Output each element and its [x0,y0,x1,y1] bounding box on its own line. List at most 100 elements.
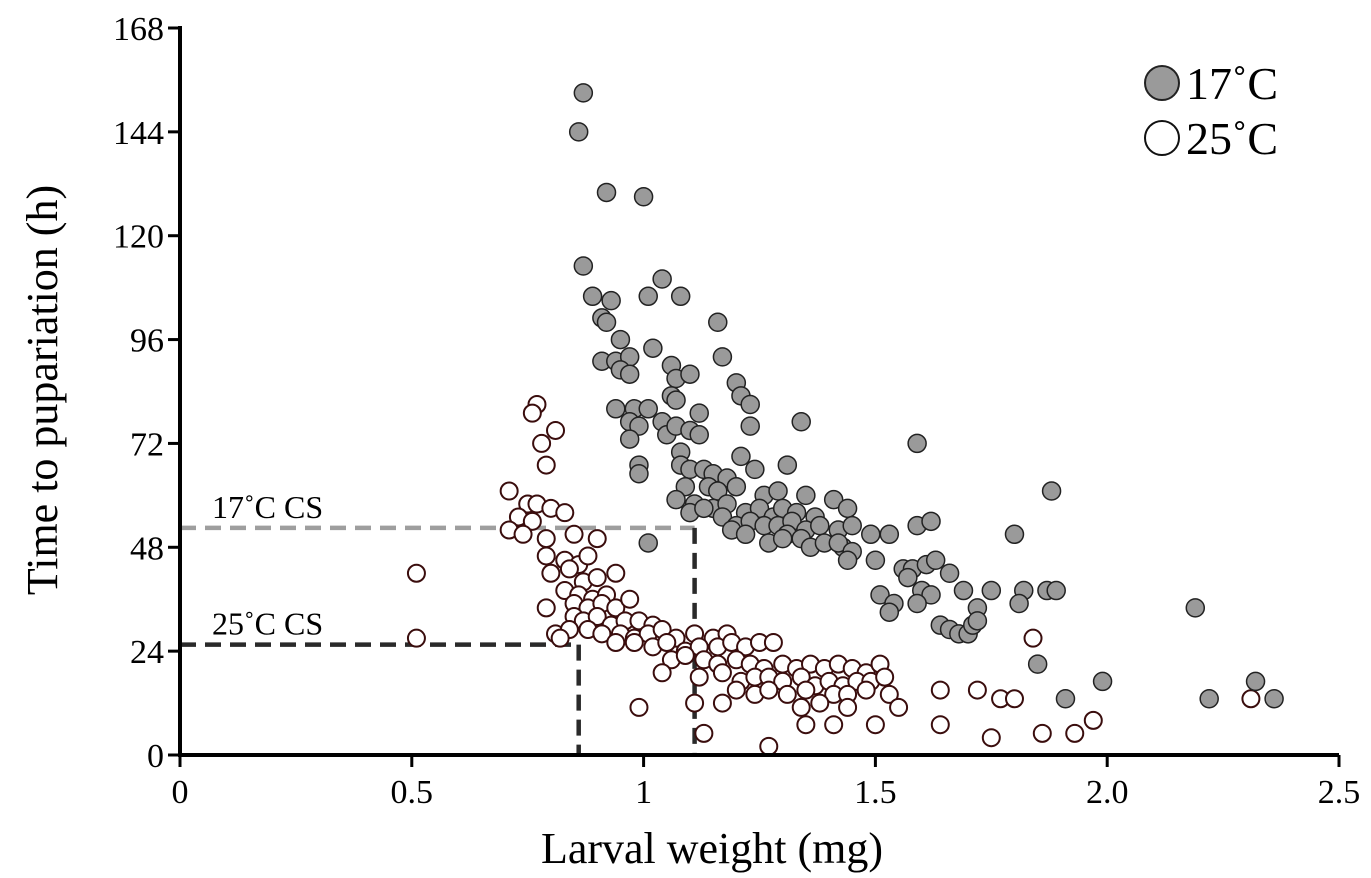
point-17c [689,403,709,423]
point-17c [735,524,756,545]
point-25c [981,728,1001,748]
point-25c [1065,723,1085,743]
point-17c [1245,671,1266,692]
point-17c [606,399,626,419]
point-17c [619,364,640,384]
point-17c [1027,654,1048,674]
point-25c [559,559,579,579]
point-17c [731,446,751,467]
point-17c [939,563,960,583]
point-25c [856,680,876,700]
point-17c [740,394,760,415]
point-25c [810,693,830,713]
point-17c [680,364,700,384]
y-tick-label: 48 [130,530,164,567]
series-17c-points [568,83,1284,709]
point-17c [666,390,686,410]
point-25c [624,632,644,652]
point-17c [573,83,594,103]
point-25c [406,563,426,583]
point-17c [1041,481,1062,501]
point-25c [763,632,783,652]
x-tick-label: 2.0 [1086,774,1129,811]
point-17c [638,399,658,419]
point-25c [689,667,709,687]
point-17c [1004,524,1025,545]
point-25c [606,563,626,583]
y-tick-label: 72 [130,426,164,463]
point-17c [1092,671,1113,692]
point-25c [865,715,885,735]
cs-label: 25˚C CS [212,606,323,642]
x-tick-label: 0.5 [391,774,434,811]
point-25c [536,529,556,549]
point-25c [1032,723,1052,743]
point-25c [1023,628,1043,648]
y-tick-label: 168 [113,11,164,48]
point-17c [810,515,830,536]
y-axis-title: Time to pupariation (h) [18,185,67,595]
y-tick-label: 96 [130,323,164,360]
y-tick-label: 144 [113,115,164,152]
point-17c [568,122,589,142]
point-25c [796,715,816,735]
point-17c [842,515,862,536]
point-25c [967,680,987,700]
point-17c [745,459,765,480]
point-25c [406,628,426,648]
point-25c [759,736,779,756]
point-25c [587,529,607,549]
x-tick-label: 1.5 [854,774,897,811]
point-17c [907,433,927,454]
point-25c [824,715,844,735]
point-17c [1185,598,1206,618]
point-25c [875,667,895,687]
point-17c [967,611,988,631]
point-25c [541,563,561,583]
point-17c [619,429,640,449]
point-25c [522,403,542,423]
point-25c [536,455,556,475]
point-17c [861,524,881,545]
point-17c [638,286,658,307]
point-17c [879,524,900,545]
y-tick-label: 120 [113,219,164,256]
point-17c [865,550,886,571]
point-25c [838,697,858,717]
point-17c [712,347,733,367]
point-17c [907,593,927,614]
point-17c [643,338,663,358]
point-25c [712,663,732,683]
point-17c [837,498,858,519]
point-17c [879,602,900,622]
point-25c [555,503,575,523]
point-25c [694,723,714,743]
point-25c [536,598,556,618]
point-17c [1055,688,1076,709]
point-17c [638,533,658,553]
point-25c [889,697,909,717]
point-25c [791,697,811,717]
point-17c [596,312,617,333]
point-25c [587,568,607,588]
point-25c [564,524,584,544]
point-25c [536,546,556,566]
point-25c [879,684,899,704]
point-17c [573,256,594,276]
point-17c [1046,580,1066,601]
point-25c [1083,710,1103,730]
point-17c [837,550,858,571]
point-25c [592,624,612,644]
point-17c [981,580,1002,601]
point-25c [930,680,950,700]
point-17c [1264,688,1284,709]
point-17c [1199,688,1219,709]
point-17c [708,312,728,333]
point-25c [777,684,797,704]
point-25c [532,433,552,453]
point-25c [606,632,626,652]
point-25c [652,663,672,683]
legend-marker-17c [1144,65,1180,101]
x-tick-label: 0 [172,774,189,811]
